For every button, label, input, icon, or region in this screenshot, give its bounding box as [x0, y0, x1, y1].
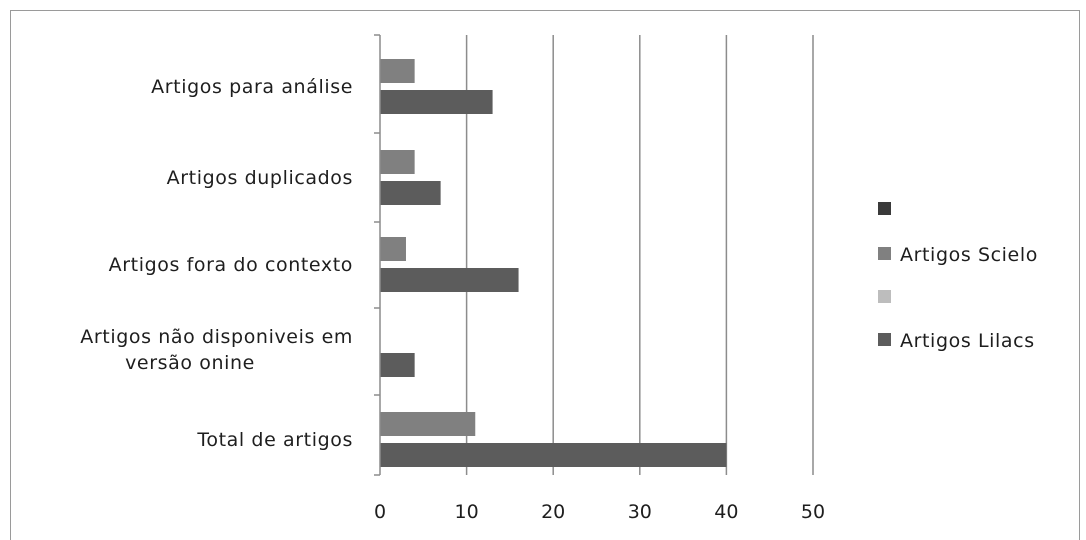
chart-frame [10, 10, 1080, 540]
axes [374, 34, 381, 476]
legend-label-1: Artigos Scielo [900, 244, 1038, 266]
x-tick-label-40: 40 [714, 501, 738, 523]
bar-lilacs-2 [380, 268, 519, 292]
bar-lilacs-0 [380, 90, 493, 114]
bar-lilacs-3 [380, 353, 415, 377]
legend-swatch-2 [878, 290, 891, 303]
category-label: Total de artigos [196, 429, 353, 451]
legend-swatch-3 [878, 333, 891, 346]
legend: Artigos Scielo Artigos Lilacs [878, 202, 1038, 352]
x-tick-label-30: 30 [628, 501, 652, 523]
category-label: Artigos não disponiveis em [80, 326, 353, 348]
category-label: versão onine [125, 352, 255, 374]
legend-swatch-1 [878, 247, 891, 260]
category-label: Artigos para análise [151, 76, 353, 98]
bar-scielo-0 [380, 59, 415, 83]
category-label: Artigos fora do contexto [109, 254, 353, 276]
bar-scielo-1 [380, 150, 415, 174]
bar-scielo-4 [380, 412, 476, 436]
bar-lilacs-1 [380, 181, 441, 205]
x-tick-label-20: 20 [541, 501, 565, 523]
x-tick-label-50: 50 [801, 501, 825, 523]
bar-scielo-2 [380, 237, 406, 261]
category-label: Artigos duplicados [167, 167, 353, 189]
category-labels: Artigos para análise Artigos duplicados Ar… [80, 76, 353, 451]
bars [380, 59, 727, 467]
grid-lines [465, 35, 814, 475]
legend-swatch-0 [878, 202, 891, 215]
x-tick-labels: 0 10 20 30 40 50 [374, 501, 825, 523]
x-tick-label-10: 10 [455, 501, 479, 523]
x-tick-label-0: 0 [374, 501, 386, 523]
legend-label-3: Artigos Lilacs [900, 330, 1035, 352]
bar-lilacs-4 [380, 443, 727, 467]
